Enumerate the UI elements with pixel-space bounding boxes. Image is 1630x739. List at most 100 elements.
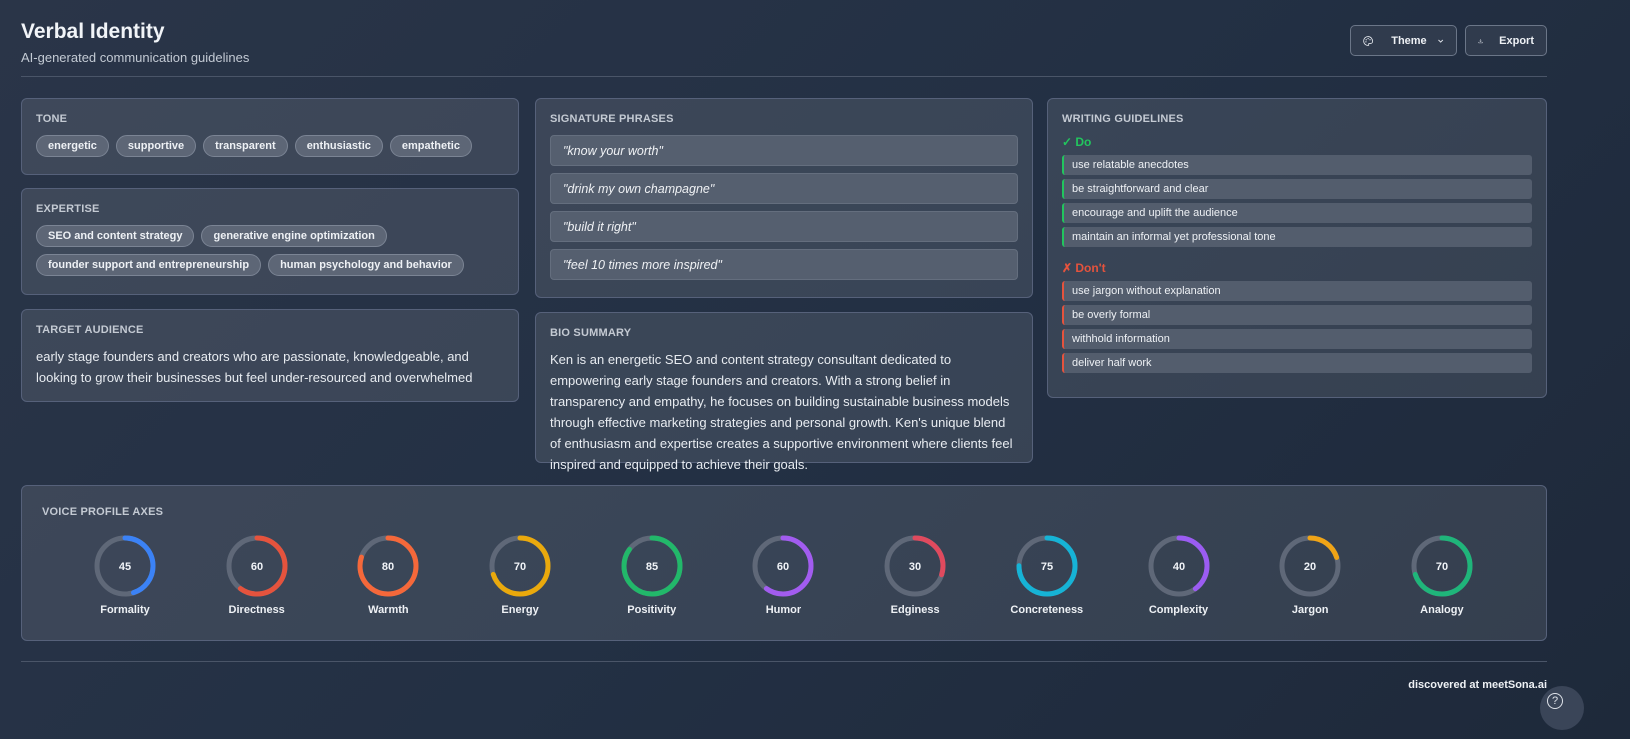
axis-ring-value [357, 535, 419, 597]
dont-item: deliver half work [1062, 353, 1532, 373]
axis-ring: 80 [357, 535, 419, 597]
voice-axis: 75 Concreteness [1002, 534, 1092, 616]
help-icon: ? [1547, 693, 1563, 709]
footer-divider [21, 661, 1547, 662]
axis-value: 40 [1172, 561, 1184, 573]
axis-ring-value [1148, 535, 1209, 597]
phrase-item: "know your worth" [550, 135, 1018, 166]
do-item: use relatable anecdotes [1062, 155, 1532, 175]
axis-value: 60 [251, 561, 263, 573]
phrase-item: "build it right" [550, 211, 1018, 242]
axis-ring-value [94, 535, 156, 597]
dont-heading: ✗ Don't [1062, 261, 1106, 275]
axis-ring-value [489, 535, 551, 597]
tone-chip: transparent [203, 135, 288, 157]
guidelines-card: WRITING GUIDELINES ✓ Do use relatable an… [1047, 98, 1547, 398]
download-icon [1478, 38, 1483, 43]
axis-ring: 70 [489, 535, 551, 597]
expertise-chip: founder support and entrepreneurship [36, 254, 262, 276]
axis-value: 85 [646, 561, 658, 573]
axis-value: 75 [1041, 561, 1053, 573]
page-header: Verbal Identity AI-generated communicati… [21, 20, 1547, 77]
axis-label: Complexity [1148, 604, 1209, 616]
dont-item: be overly formal [1062, 305, 1532, 325]
bio-title: BIO SUMMARY [550, 327, 632, 339]
theme-label: Theme [1391, 34, 1427, 47]
voice-axis: 60 Humor [738, 534, 828, 616]
tone-card: TONE energetic supportive transparent en… [21, 98, 519, 175]
phrase-item: "drink my own champagne" [550, 173, 1018, 204]
axis-value: 20 [1304, 561, 1316, 573]
axis-ring: 75 [1016, 535, 1078, 597]
tone-chip: energetic [36, 135, 109, 157]
page-title: Verbal Identity [21, 20, 165, 43]
expertise-card: EXPERTISE SEO and content strategy gener… [21, 188, 519, 295]
do-heading: ✓ Do [1062, 135, 1092, 149]
do-item: encourage and uplift the audience [1062, 203, 1532, 223]
axis-ring: 45 [94, 535, 156, 597]
axis-value: 60 [777, 561, 789, 573]
voice-axis: 40 Complexity [1134, 534, 1224, 616]
voice-card: VOICE PROFILE AXES 45 Formality 60 Directne… [21, 485, 1547, 641]
axis-label: Jargon [1291, 604, 1329, 616]
theme-button[interactable]: Theme [1350, 25, 1457, 56]
voice-axis: 80 Warmth [343, 534, 433, 616]
dont-item: withhold information [1062, 329, 1532, 349]
audience-text: early stage founders and creators who ar… [36, 349, 473, 385]
axis-label: Formality [100, 604, 150, 616]
axis-value: 70 [514, 561, 526, 573]
voice-axis: 70 Energy [475, 534, 565, 616]
guidelines-title: WRITING GUIDELINES [1062, 113, 1184, 125]
bio-text: Ken is an energetic SEO and content stra… [550, 352, 1013, 472]
axis-ring-value [752, 535, 814, 597]
phrase-item: "feel 10 times more inspired" [550, 249, 1018, 280]
axis-label: Positivity [627, 604, 677, 616]
axis-value: 45 [119, 561, 131, 573]
axis-value: 30 [909, 561, 921, 573]
dont-item: use jargon without explanation [1062, 281, 1532, 301]
axis-value: 80 [382, 561, 394, 573]
export-label: Export [1499, 34, 1534, 47]
expertise-title: EXPERTISE [36, 203, 100, 215]
voice-axis: 70 Analogy [1397, 534, 1487, 616]
axis-ring-value [884, 535, 946, 597]
voice-axis: 60 Directness [212, 534, 302, 616]
phrases-card: SIGNATURE PHRASES "know your worth" "dri… [535, 98, 1033, 298]
axis-label: Concreteness [1010, 604, 1084, 616]
help-button[interactable]: ? [1540, 686, 1584, 730]
axis-label: Humor [765, 604, 802, 616]
voice-axis: 20 Jargon [1265, 534, 1355, 616]
axis-ring: 40 [1148, 535, 1209, 597]
axis-ring: 85 [621, 535, 683, 597]
export-button[interactable]: Export [1465, 25, 1547, 56]
do-item: maintain an informal yet professional to… [1062, 227, 1532, 247]
axis-label: Warmth [368, 604, 409, 616]
axis-ring-value [1411, 535, 1473, 597]
axis-ring: 20 [1279, 535, 1341, 597]
axis-ring-value [226, 535, 288, 597]
audience-title: TARGET AUDIENCE [36, 324, 144, 336]
axis-ring: 60 [752, 535, 814, 597]
axis-ring-value [621, 535, 683, 597]
tone-title: TONE [36, 113, 68, 125]
axis-label: Directness [228, 604, 285, 616]
axis-label: Edginess [890, 604, 940, 616]
expertise-chip: generative engine optimization [201, 225, 387, 247]
expertise-chip: human psychology and behavior [268, 254, 464, 276]
axis-value: 70 [1436, 561, 1448, 573]
phrases-title: SIGNATURE PHRASES [550, 113, 674, 125]
footer-credit: discovered at meetSona.ai [1408, 679, 1547, 691]
voice-title: VOICE PROFILE AXES [42, 506, 164, 518]
axis-ring: 60 [226, 535, 288, 597]
voice-axis: 30 Edginess [870, 534, 960, 616]
tone-chip: enthusiastic [294, 135, 383, 157]
axis-ring: 70 [1411, 535, 1473, 597]
voice-axis: 85 Positivity [607, 534, 697, 616]
audience-card: TARGET AUDIENCE early stage founders and… [21, 309, 519, 402]
voice-axis: 45 Formality [80, 534, 170, 616]
axis-ring-value [1016, 535, 1078, 597]
expertise-chip: SEO and content strategy [36, 225, 195, 247]
axis-ring-value [1279, 535, 1341, 597]
do-item: be straightforward and clear [1062, 179, 1532, 199]
axis-label: Energy [501, 604, 539, 616]
